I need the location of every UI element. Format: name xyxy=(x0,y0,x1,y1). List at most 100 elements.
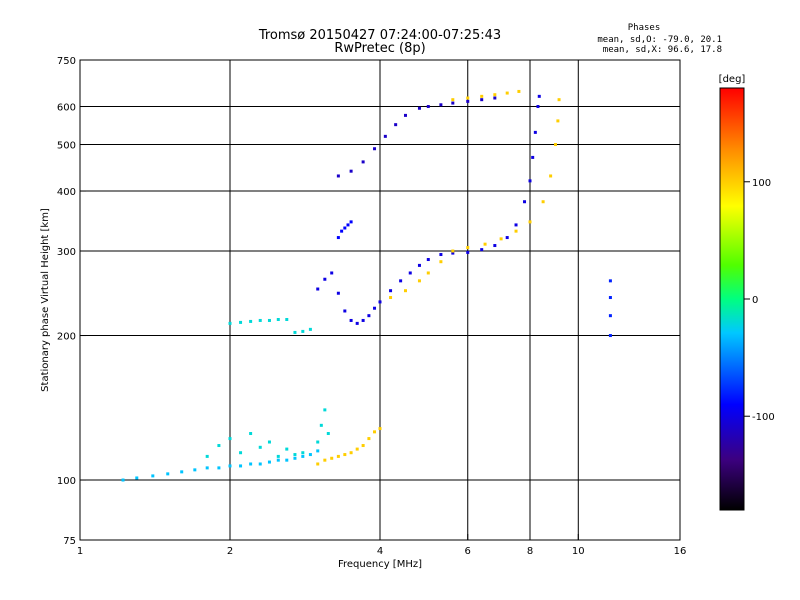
data-point xyxy=(533,130,537,134)
data-point xyxy=(528,220,532,224)
data-point xyxy=(466,99,470,103)
data-point xyxy=(556,119,560,123)
data-point xyxy=(373,430,377,434)
x-tick-label: 4 xyxy=(377,546,383,557)
data-point xyxy=(553,143,557,147)
data-point xyxy=(373,147,377,151)
data-point xyxy=(343,453,347,457)
data-point xyxy=(166,472,170,476)
data-point xyxy=(316,462,320,466)
colorbar-ticks: 100 0 -100 xyxy=(744,178,775,423)
x-tick-label: 2 xyxy=(227,546,233,557)
data-point xyxy=(466,246,470,250)
data-point xyxy=(276,458,280,462)
y-tick-label: 300 xyxy=(57,247,76,258)
data-point xyxy=(439,103,443,107)
data-point xyxy=(417,279,421,283)
data-point xyxy=(389,289,393,293)
data-point xyxy=(451,98,455,102)
data-point xyxy=(193,468,197,472)
data-point xyxy=(285,447,289,451)
x-tick-label: 10 xyxy=(572,546,585,557)
data-point xyxy=(517,89,521,93)
data-point xyxy=(343,309,347,313)
data-point xyxy=(293,330,297,334)
data-point xyxy=(549,174,553,178)
data-point xyxy=(330,456,334,460)
data-point xyxy=(249,432,253,436)
y-tick-label: 750 xyxy=(57,56,76,67)
data-point xyxy=(239,320,243,324)
data-point xyxy=(394,123,398,127)
colorbar-tick-label: -100 xyxy=(752,412,775,423)
data-point xyxy=(608,279,612,283)
data-point xyxy=(426,258,430,262)
data-point xyxy=(205,454,209,458)
data-point xyxy=(367,437,371,441)
data-point xyxy=(285,458,289,462)
x-tick-label: 1 xyxy=(77,546,83,557)
data-point xyxy=(336,454,340,458)
chart-title: Tromsø 20150427 07:24:00-07:25:43 xyxy=(258,28,501,43)
phases-box-line1: mean, sd,O: -79.0, 20.1 xyxy=(597,35,722,45)
data-point xyxy=(608,296,612,300)
data-point xyxy=(228,464,232,468)
data-point xyxy=(451,101,455,105)
data-point xyxy=(217,444,221,448)
colorbar-tick-label: 100 xyxy=(752,178,771,189)
data-point xyxy=(217,466,221,470)
data-point xyxy=(316,287,320,291)
grid-lines xyxy=(80,60,680,540)
x-axis-label: Frequency [MHz] xyxy=(338,559,422,570)
data-point xyxy=(355,447,359,451)
data-point xyxy=(349,318,353,322)
data-point xyxy=(399,279,403,283)
data-point xyxy=(493,93,497,97)
colorbar-tick-label: 0 xyxy=(752,295,758,306)
data-point xyxy=(336,174,340,178)
data-point xyxy=(249,462,253,466)
data-point xyxy=(340,229,344,233)
data-point xyxy=(228,321,232,325)
data-point xyxy=(349,451,353,455)
data-point xyxy=(267,440,271,444)
data-point xyxy=(276,317,280,321)
data-point xyxy=(346,223,350,227)
data-point xyxy=(151,474,155,478)
data-point xyxy=(505,236,509,240)
data-point xyxy=(293,453,297,457)
data-point xyxy=(480,248,484,252)
data-point xyxy=(608,334,612,338)
data-point xyxy=(480,98,484,102)
y-tick-label: 500 xyxy=(57,141,76,152)
data-point xyxy=(308,327,312,331)
data-point xyxy=(301,454,305,458)
x-tick-label: 8 xyxy=(527,546,533,557)
data-point xyxy=(493,244,497,248)
data-point xyxy=(536,105,540,109)
data-point xyxy=(180,470,184,474)
chart-subtitle: RwPretec (8p) xyxy=(334,41,425,56)
data-point xyxy=(483,242,487,246)
y-tick-label: 75 xyxy=(63,536,76,547)
data-point xyxy=(301,451,305,455)
data-point xyxy=(439,253,443,257)
y-tick-label: 400 xyxy=(57,187,76,198)
data-point xyxy=(514,223,518,227)
data-point xyxy=(323,277,327,281)
data-point xyxy=(505,91,509,95)
data-point xyxy=(378,427,382,431)
colorbar-label: [deg] xyxy=(719,74,746,85)
x-axis-ticks: 1 2 4 6 8 10 16 xyxy=(77,534,686,557)
data-point xyxy=(403,113,407,117)
y-tick-label: 600 xyxy=(57,103,76,114)
data-point xyxy=(378,300,382,304)
data-point xyxy=(389,296,393,300)
data-point xyxy=(426,105,430,109)
data-point xyxy=(343,226,347,230)
data-point xyxy=(541,200,545,204)
data-point xyxy=(451,249,455,253)
data-point xyxy=(330,271,334,275)
data-point xyxy=(258,462,262,466)
x-tick-label: 6 xyxy=(465,546,471,557)
